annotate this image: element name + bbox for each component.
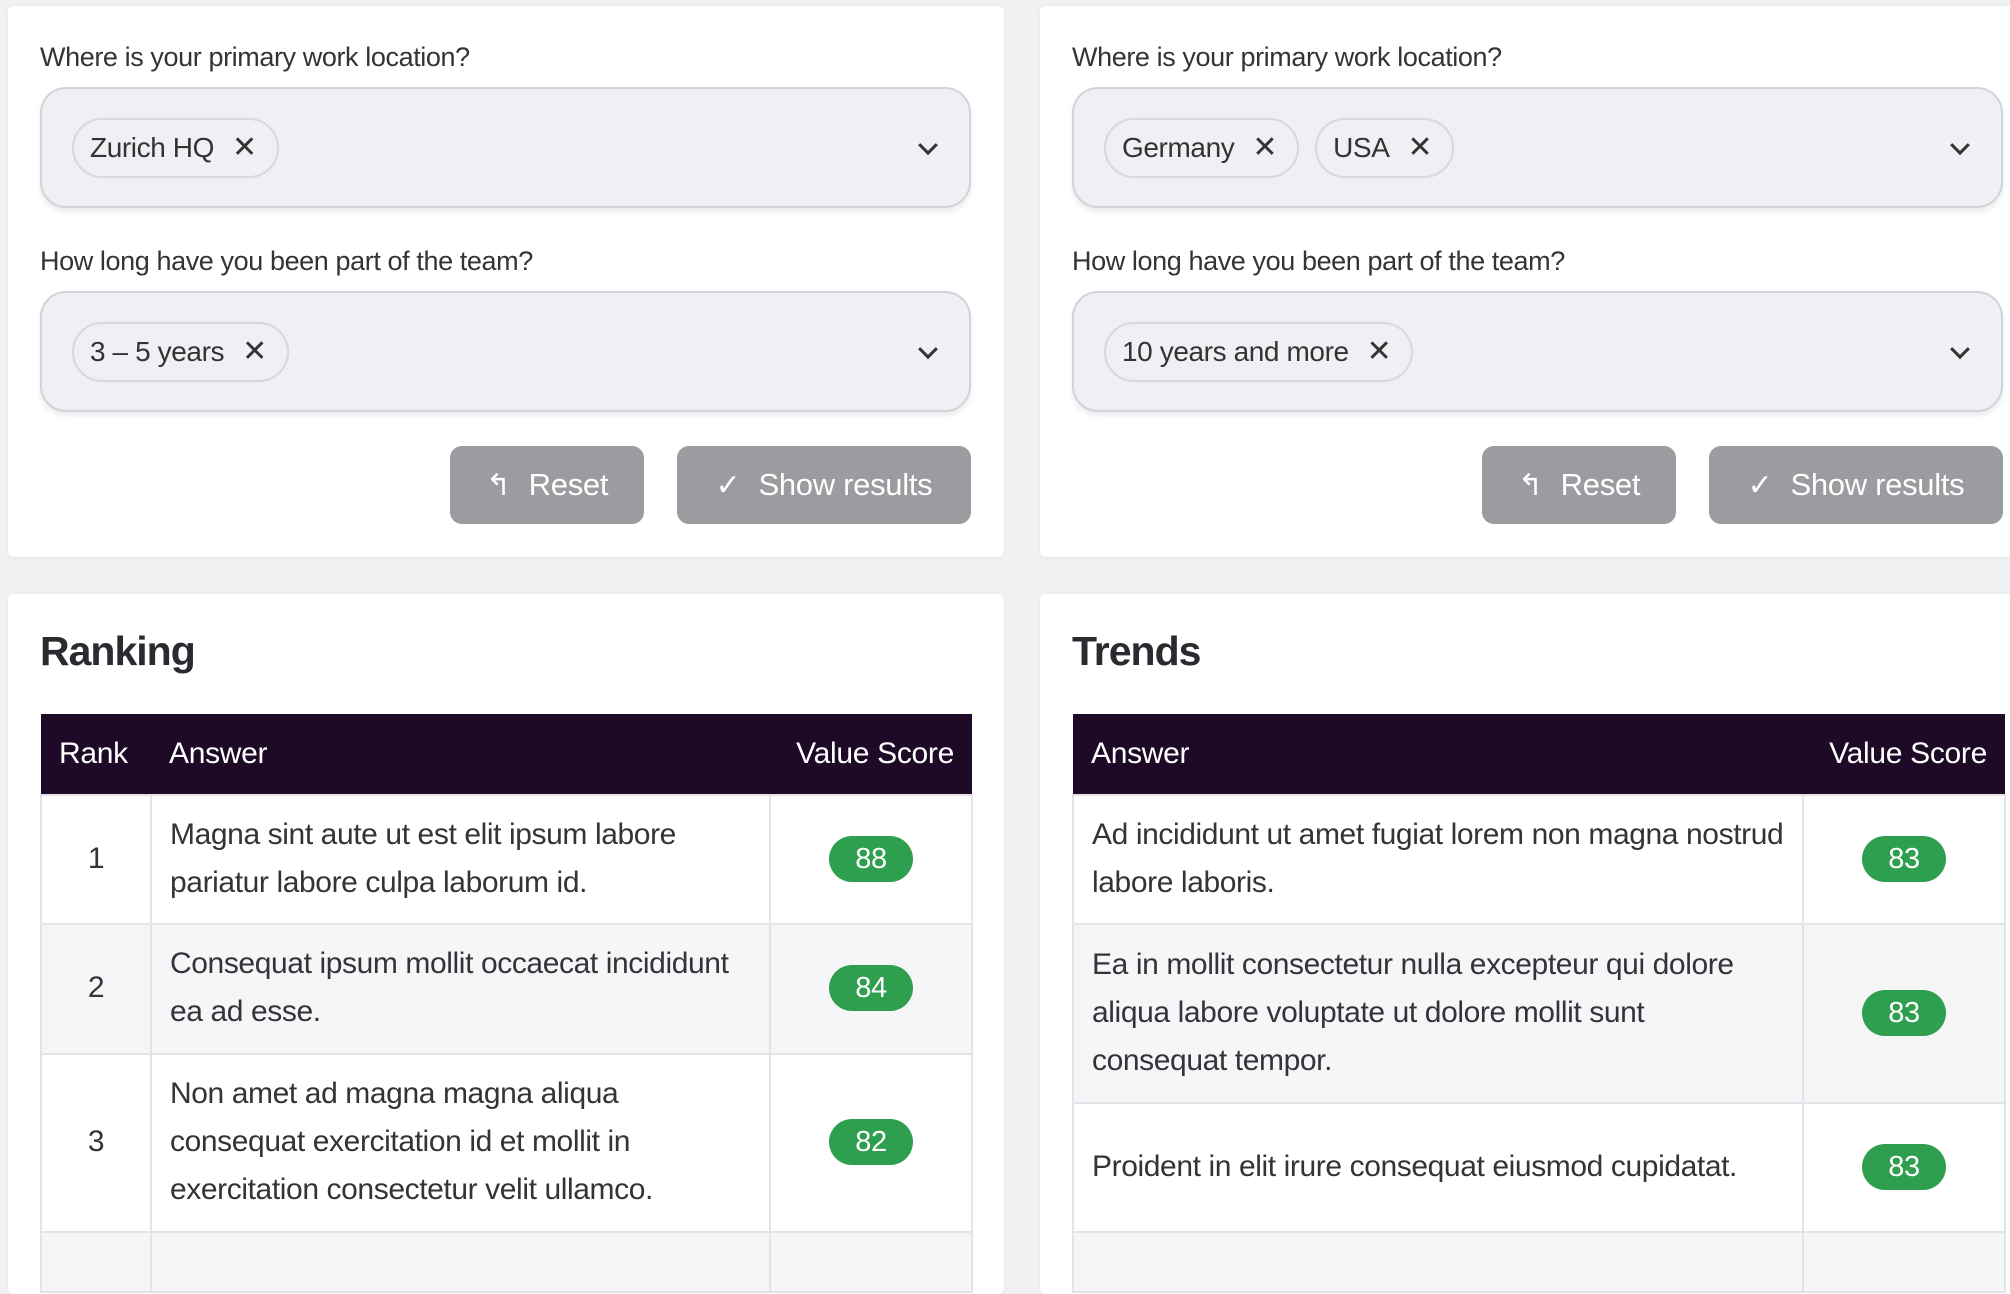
table-row: 2 Consequat ipsum mollit occaecat incidi… xyxy=(40,923,973,1055)
location-label: Where is your primary work location? xyxy=(1072,42,1502,72)
tenure-select[interactable]: 3 – 5 years ✕ xyxy=(40,291,971,412)
show-results-label: Show results xyxy=(758,467,933,502)
chevron-down-icon[interactable] xyxy=(1950,134,1970,155)
rank-cell: 3 xyxy=(40,1053,152,1233)
show-results-button[interactable]: ✓ Show results xyxy=(677,446,971,524)
chevron-down-icon[interactable] xyxy=(1950,338,1970,359)
chip: 3 – 5 years ✕ xyxy=(72,321,289,382)
close-icon[interactable]: ✕ xyxy=(1252,130,1278,164)
reset-label: Reset xyxy=(528,467,609,502)
tenure-label: How long have you been part of the team? xyxy=(1072,246,1565,276)
tenure-select[interactable]: 10 years and more ✕ xyxy=(1072,291,2003,412)
score-cell: 83 xyxy=(1802,1102,2006,1233)
show-results-label: Show results xyxy=(1790,467,1965,502)
table-row: 3 Non amet ad magna magna aliqua consequ… xyxy=(40,1053,973,1233)
chip: USA ✕ xyxy=(1315,117,1455,178)
table-row: Ad incididunt ut amet fugiat lorem non m… xyxy=(1072,794,2006,925)
check-icon: ✓ xyxy=(1747,468,1773,502)
chevron-down-icon[interactable] xyxy=(918,338,938,359)
score-cell: 88 xyxy=(769,794,973,925)
undo-arrow-icon: ↰ xyxy=(485,468,511,502)
table-row xyxy=(40,1231,973,1293)
score-badge: 83 xyxy=(1862,989,1946,1036)
table-header: Rank Answer Value Score xyxy=(41,714,972,795)
close-icon[interactable]: ✕ xyxy=(231,130,257,164)
column-header-rank: Rank xyxy=(41,714,151,795)
answer-cell: Magna sint aute ut est elit ipsum labore… xyxy=(150,794,771,925)
score-badge: 82 xyxy=(829,1119,913,1165)
answer-cell: Proident in elit irure consequat eiusmod… xyxy=(1072,1102,1804,1233)
reset-button[interactable]: ↰ Reset xyxy=(1482,446,1676,524)
chip: Germany ✕ xyxy=(1104,117,1300,178)
check-icon: ✓ xyxy=(715,468,741,502)
location-label: Where is your primary work location? xyxy=(40,42,470,72)
score-cell: 83 xyxy=(1802,923,2006,1104)
table-row: Proident in elit irure consequat eiusmod… xyxy=(1072,1102,2006,1233)
score-cell: 84 xyxy=(769,923,973,1055)
score-badge: 83 xyxy=(1862,1143,1946,1190)
table-row: Ea in mollit consectetur nulla excepteur… xyxy=(1072,923,2006,1104)
rank-cell: 1 xyxy=(40,794,152,925)
answer-cell: Non amet ad magna magna aliqua consequat… xyxy=(150,1053,771,1233)
chip-label: Zurich HQ xyxy=(90,131,214,163)
column-header-score: Value Score xyxy=(1803,714,2005,795)
score-cell: 82 xyxy=(769,1053,973,1233)
close-icon[interactable]: ✕ xyxy=(1407,130,1433,164)
trends-title: Trends xyxy=(1072,628,1201,674)
close-icon[interactable]: ✕ xyxy=(1366,334,1392,368)
location-select[interactable]: Germany ✕ USA ✕ xyxy=(1072,87,2003,208)
score-badge: 88 xyxy=(829,835,913,882)
answer-cell: Consequat ipsum mollit occaecat incididu… xyxy=(150,923,771,1055)
show-results-button[interactable]: ✓ Show results xyxy=(1709,446,2003,524)
tenure-label: How long have you been part of the team? xyxy=(40,246,533,276)
score-badge: 84 xyxy=(829,965,913,1011)
table-header: Answer Value Score xyxy=(1073,714,2005,795)
chip-label: 10 years and more xyxy=(1122,335,1349,367)
reset-button[interactable]: ↰ Reset xyxy=(450,446,644,524)
answer-cell: Ad incididunt ut amet fugiat lorem non m… xyxy=(1072,794,1804,925)
undo-arrow-icon: ↰ xyxy=(1517,468,1543,502)
rank-cell: 2 xyxy=(40,923,152,1055)
column-header-answer: Answer xyxy=(151,714,770,795)
chevron-down-icon[interactable] xyxy=(918,134,938,155)
reset-label: Reset xyxy=(1560,467,1641,502)
chip: Zurich HQ ✕ xyxy=(72,117,279,178)
column-header-answer: Answer xyxy=(1073,714,1803,795)
trends-table: Answer Value Score Ad incididunt ut amet… xyxy=(1072,714,2006,1293)
score-cell: 83 xyxy=(1802,794,2006,925)
table-row xyxy=(1072,1231,2006,1293)
chip-label: 3 – 5 years xyxy=(90,335,225,367)
score-badge: 83 xyxy=(1862,835,1946,882)
ranking-table: Rank Answer Value Score 1 Magna sint aut… xyxy=(40,714,973,1293)
table-row: 1 Magna sint aute ut est elit ipsum labo… xyxy=(40,794,973,925)
ranking-title: Ranking xyxy=(40,628,196,674)
chip-label: USA xyxy=(1333,131,1390,163)
close-icon[interactable]: ✕ xyxy=(242,334,267,368)
answer-cell: Ea in mollit consectetur nulla excepteur… xyxy=(1072,923,1804,1104)
location-select[interactable]: Zurich HQ ✕ xyxy=(40,87,971,208)
chip: 10 years and more ✕ xyxy=(1104,321,1414,382)
chip-label: Germany xyxy=(1122,131,1235,163)
column-header-score: Value Score xyxy=(770,714,972,795)
